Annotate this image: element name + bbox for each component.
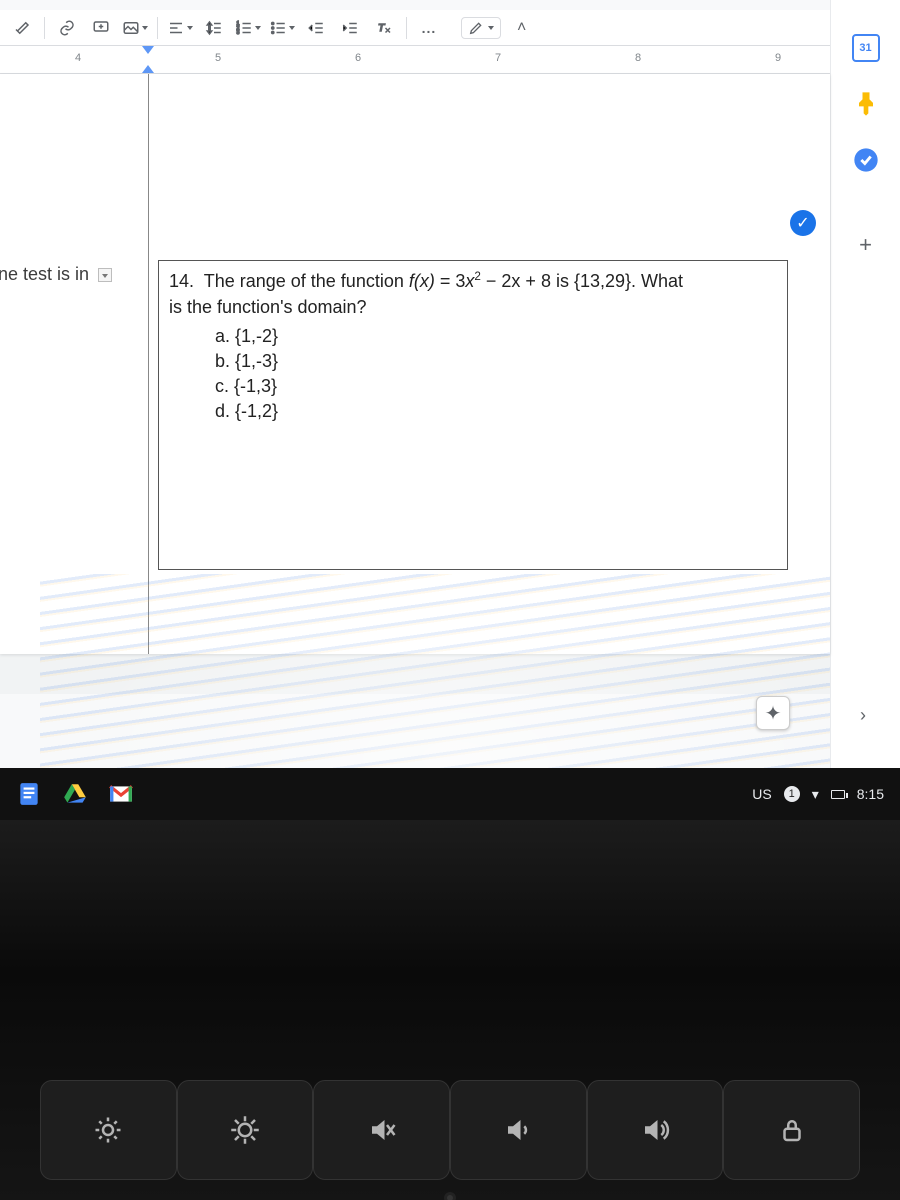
ruler-number: 9 bbox=[775, 52, 781, 64]
left-column-text-content: ine test is in bbox=[0, 264, 89, 284]
side-panel: 31 + bbox=[830, 0, 900, 800]
suggestion-check-icon[interactable]: ✓ bbox=[790, 210, 816, 236]
dropdown-chip-icon[interactable] bbox=[98, 268, 112, 282]
docs-app-icon[interactable] bbox=[16, 781, 42, 807]
option-d: d. {-1,2} bbox=[215, 399, 777, 423]
clock: 8:15 bbox=[857, 786, 884, 802]
ruler-number: 6 bbox=[355, 52, 361, 64]
chromeos-shelf: US 1 ▾ 8:15 bbox=[0, 768, 900, 820]
toolbar-separator bbox=[406, 17, 407, 39]
question-eq-rest: − 2x + 8 is {13,29}. What bbox=[481, 271, 683, 291]
add-comment-icon[interactable] bbox=[87, 14, 115, 42]
question-eq: = 3 bbox=[435, 271, 466, 291]
ruler-number: 7 bbox=[495, 52, 501, 64]
question-fx: f(x) bbox=[409, 271, 435, 291]
add-addon-icon[interactable]: + bbox=[859, 232, 872, 258]
svg-text:3: 3 bbox=[237, 30, 240, 36]
document-page[interactable]: ine test is in 14. The range of the func… bbox=[0, 74, 830, 654]
lock-key[interactable] bbox=[723, 1080, 860, 1180]
insert-image-icon[interactable] bbox=[121, 14, 149, 42]
ruler-number: 5 bbox=[215, 52, 221, 64]
question-line1: 14. The range of the function f(x) = 3x2… bbox=[169, 269, 777, 293]
numbered-list-icon[interactable]: 123 bbox=[234, 14, 262, 42]
calendar-icon[interactable]: 31 bbox=[852, 34, 880, 62]
paint-format-icon[interactable] bbox=[8, 14, 36, 42]
wifi-icon: ▾ bbox=[812, 786, 819, 803]
keyboard-fn-row bbox=[0, 1060, 900, 1180]
clear-formatting-icon[interactable]: T bbox=[370, 14, 398, 42]
ruler-number: 8 bbox=[635, 52, 641, 64]
brightness-down-key[interactable] bbox=[40, 1080, 177, 1180]
mute-key[interactable] bbox=[313, 1080, 450, 1180]
align-icon[interactable] bbox=[166, 14, 194, 42]
docs-toolbar: 123 T ... ˄ bbox=[0, 10, 830, 46]
indent-marker-icon[interactable] bbox=[142, 46, 154, 54]
option-c: c. {-1,3} bbox=[215, 374, 777, 398]
expand-sidepanel-icon[interactable]: › bbox=[860, 705, 866, 726]
ruler-number: 4 bbox=[75, 52, 81, 64]
question-number: 14. bbox=[169, 271, 194, 291]
drive-app-icon[interactable] bbox=[62, 781, 88, 807]
bulleted-list-icon[interactable] bbox=[268, 14, 296, 42]
question-text: The range of the function bbox=[204, 271, 409, 291]
toolbar-separator bbox=[157, 17, 158, 39]
tasks-icon[interactable] bbox=[852, 146, 880, 174]
svg-text:T: T bbox=[378, 22, 386, 34]
laptop-bezel bbox=[0, 820, 900, 1200]
question-line2: is the function's domain? bbox=[169, 295, 777, 319]
option-b: b. {1,-3} bbox=[215, 349, 777, 373]
status-tray[interactable]: US 1 ▾ 8:15 bbox=[752, 786, 884, 803]
link-icon[interactable] bbox=[53, 14, 81, 42]
volume-down-key[interactable] bbox=[450, 1080, 587, 1180]
toolbar-separator bbox=[44, 17, 45, 39]
indent-decrease-icon[interactable] bbox=[302, 14, 330, 42]
keep-icon[interactable] bbox=[852, 90, 880, 118]
volume-up-key[interactable] bbox=[587, 1080, 724, 1180]
question-options: a. {1,-2} b. {1,-3} c. {-1,3} d. {-1,2} bbox=[215, 324, 777, 424]
option-a: a. {1,-2} bbox=[215, 324, 777, 348]
indent-increase-icon[interactable] bbox=[336, 14, 364, 42]
gmail-app-icon[interactable] bbox=[108, 781, 134, 807]
line-spacing-icon[interactable] bbox=[200, 14, 228, 42]
document-canvas[interactable]: ine test is in 14. The range of the func… bbox=[0, 74, 830, 694]
indent-marker-icon[interactable] bbox=[142, 65, 154, 73]
webcam bbox=[444, 1192, 456, 1200]
horizontal-ruler[interactable]: 4 5 6 7 8 9 bbox=[0, 46, 830, 74]
brightness-up-key[interactable] bbox=[177, 1080, 314, 1180]
notification-count-icon[interactable]: 1 bbox=[784, 786, 800, 802]
editing-mode-button[interactable] bbox=[461, 17, 501, 39]
more-icon[interactable]: ... bbox=[415, 14, 443, 42]
left-column-text[interactable]: ine test is in bbox=[0, 264, 134, 285]
column-divider bbox=[148, 74, 149, 654]
battery-icon bbox=[831, 790, 845, 799]
question-box[interactable]: 14. The range of the function f(x) = 3x2… bbox=[158, 260, 788, 570]
collapse-toolbar-icon[interactable]: ˄ bbox=[517, 19, 526, 37]
keyboard-lang: US bbox=[752, 786, 771, 802]
explore-button[interactable]: ✦ bbox=[756, 696, 790, 730]
screen-area: 123 T ... ˄ 4 5 6 7 8 9 31 bbox=[0, 0, 900, 820]
